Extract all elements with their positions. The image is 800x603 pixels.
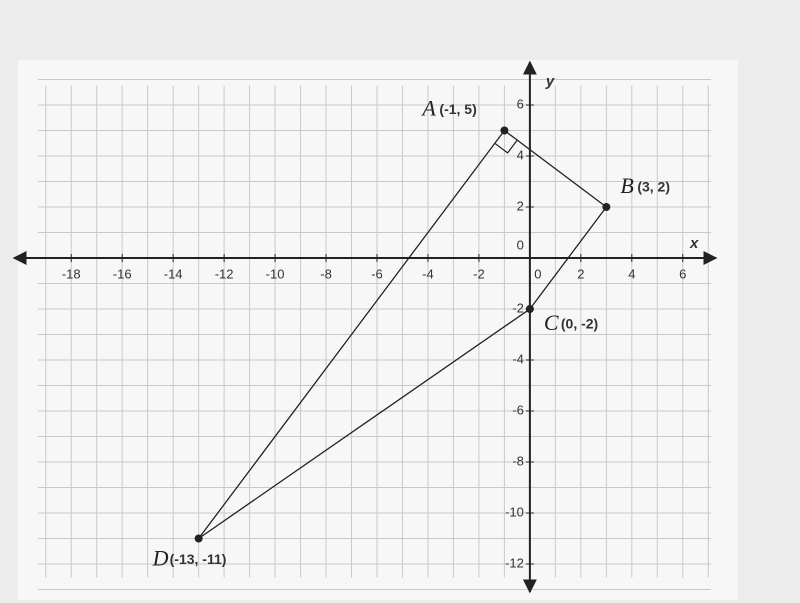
y-tick-label: -4: [512, 351, 524, 366]
y-tick-label: -2: [512, 300, 524, 315]
y-tick-label: -12: [505, 555, 524, 570]
point-name: B: [620, 173, 633, 198]
x-tick-label: -12: [215, 266, 234, 281]
y-tick-label: 0: [517, 237, 524, 252]
x-tick-label: 0: [534, 266, 541, 281]
y-tick-label: -6: [512, 402, 524, 417]
right-angle-marker: [494, 139, 518, 154]
x-tick-label: -10: [266, 266, 285, 281]
x-axis-label: x: [689, 235, 699, 252]
x-tick-label: -4: [422, 266, 434, 281]
point-label: (-13, -11): [170, 551, 227, 567]
y-tick-label: -8: [512, 453, 524, 468]
x-tick-label: -18: [62, 266, 81, 281]
x-tick-label: -16: [113, 266, 132, 281]
x-tick-label: 6: [679, 266, 686, 281]
y-tick-label: -10: [505, 504, 524, 519]
x-tick-label: -2: [473, 266, 485, 281]
point-name: A: [420, 96, 436, 121]
point-name: D: [152, 546, 169, 571]
point-label: (-1, 5): [439, 101, 476, 117]
point-label: (0, -2): [561, 316, 598, 332]
y-axis-label: y: [545, 73, 555, 90]
point: [602, 203, 611, 211]
point: [500, 126, 509, 135]
y-tick-label: 2: [517, 198, 524, 213]
x-tick-label: 4: [628, 266, 635, 281]
y-tick-label: 4: [517, 147, 524, 162]
x-tick-label: 2: [577, 266, 584, 281]
point-name: C: [544, 310, 559, 335]
marks: A (-1, 5) B (3, 2) C (0, -2) D (-13, -11): [152, 96, 670, 571]
point: [525, 305, 534, 313]
grid: [38, 79, 711, 590]
x-tick-label: -14: [164, 266, 183, 281]
paper: [18, 60, 738, 600]
x-tick-label: -8: [320, 266, 332, 281]
y-tick-label: 6: [517, 96, 524, 111]
point-label: (3, 2): [637, 179, 670, 195]
x-tick-label: -6: [371, 266, 383, 281]
point: [194, 534, 203, 543]
